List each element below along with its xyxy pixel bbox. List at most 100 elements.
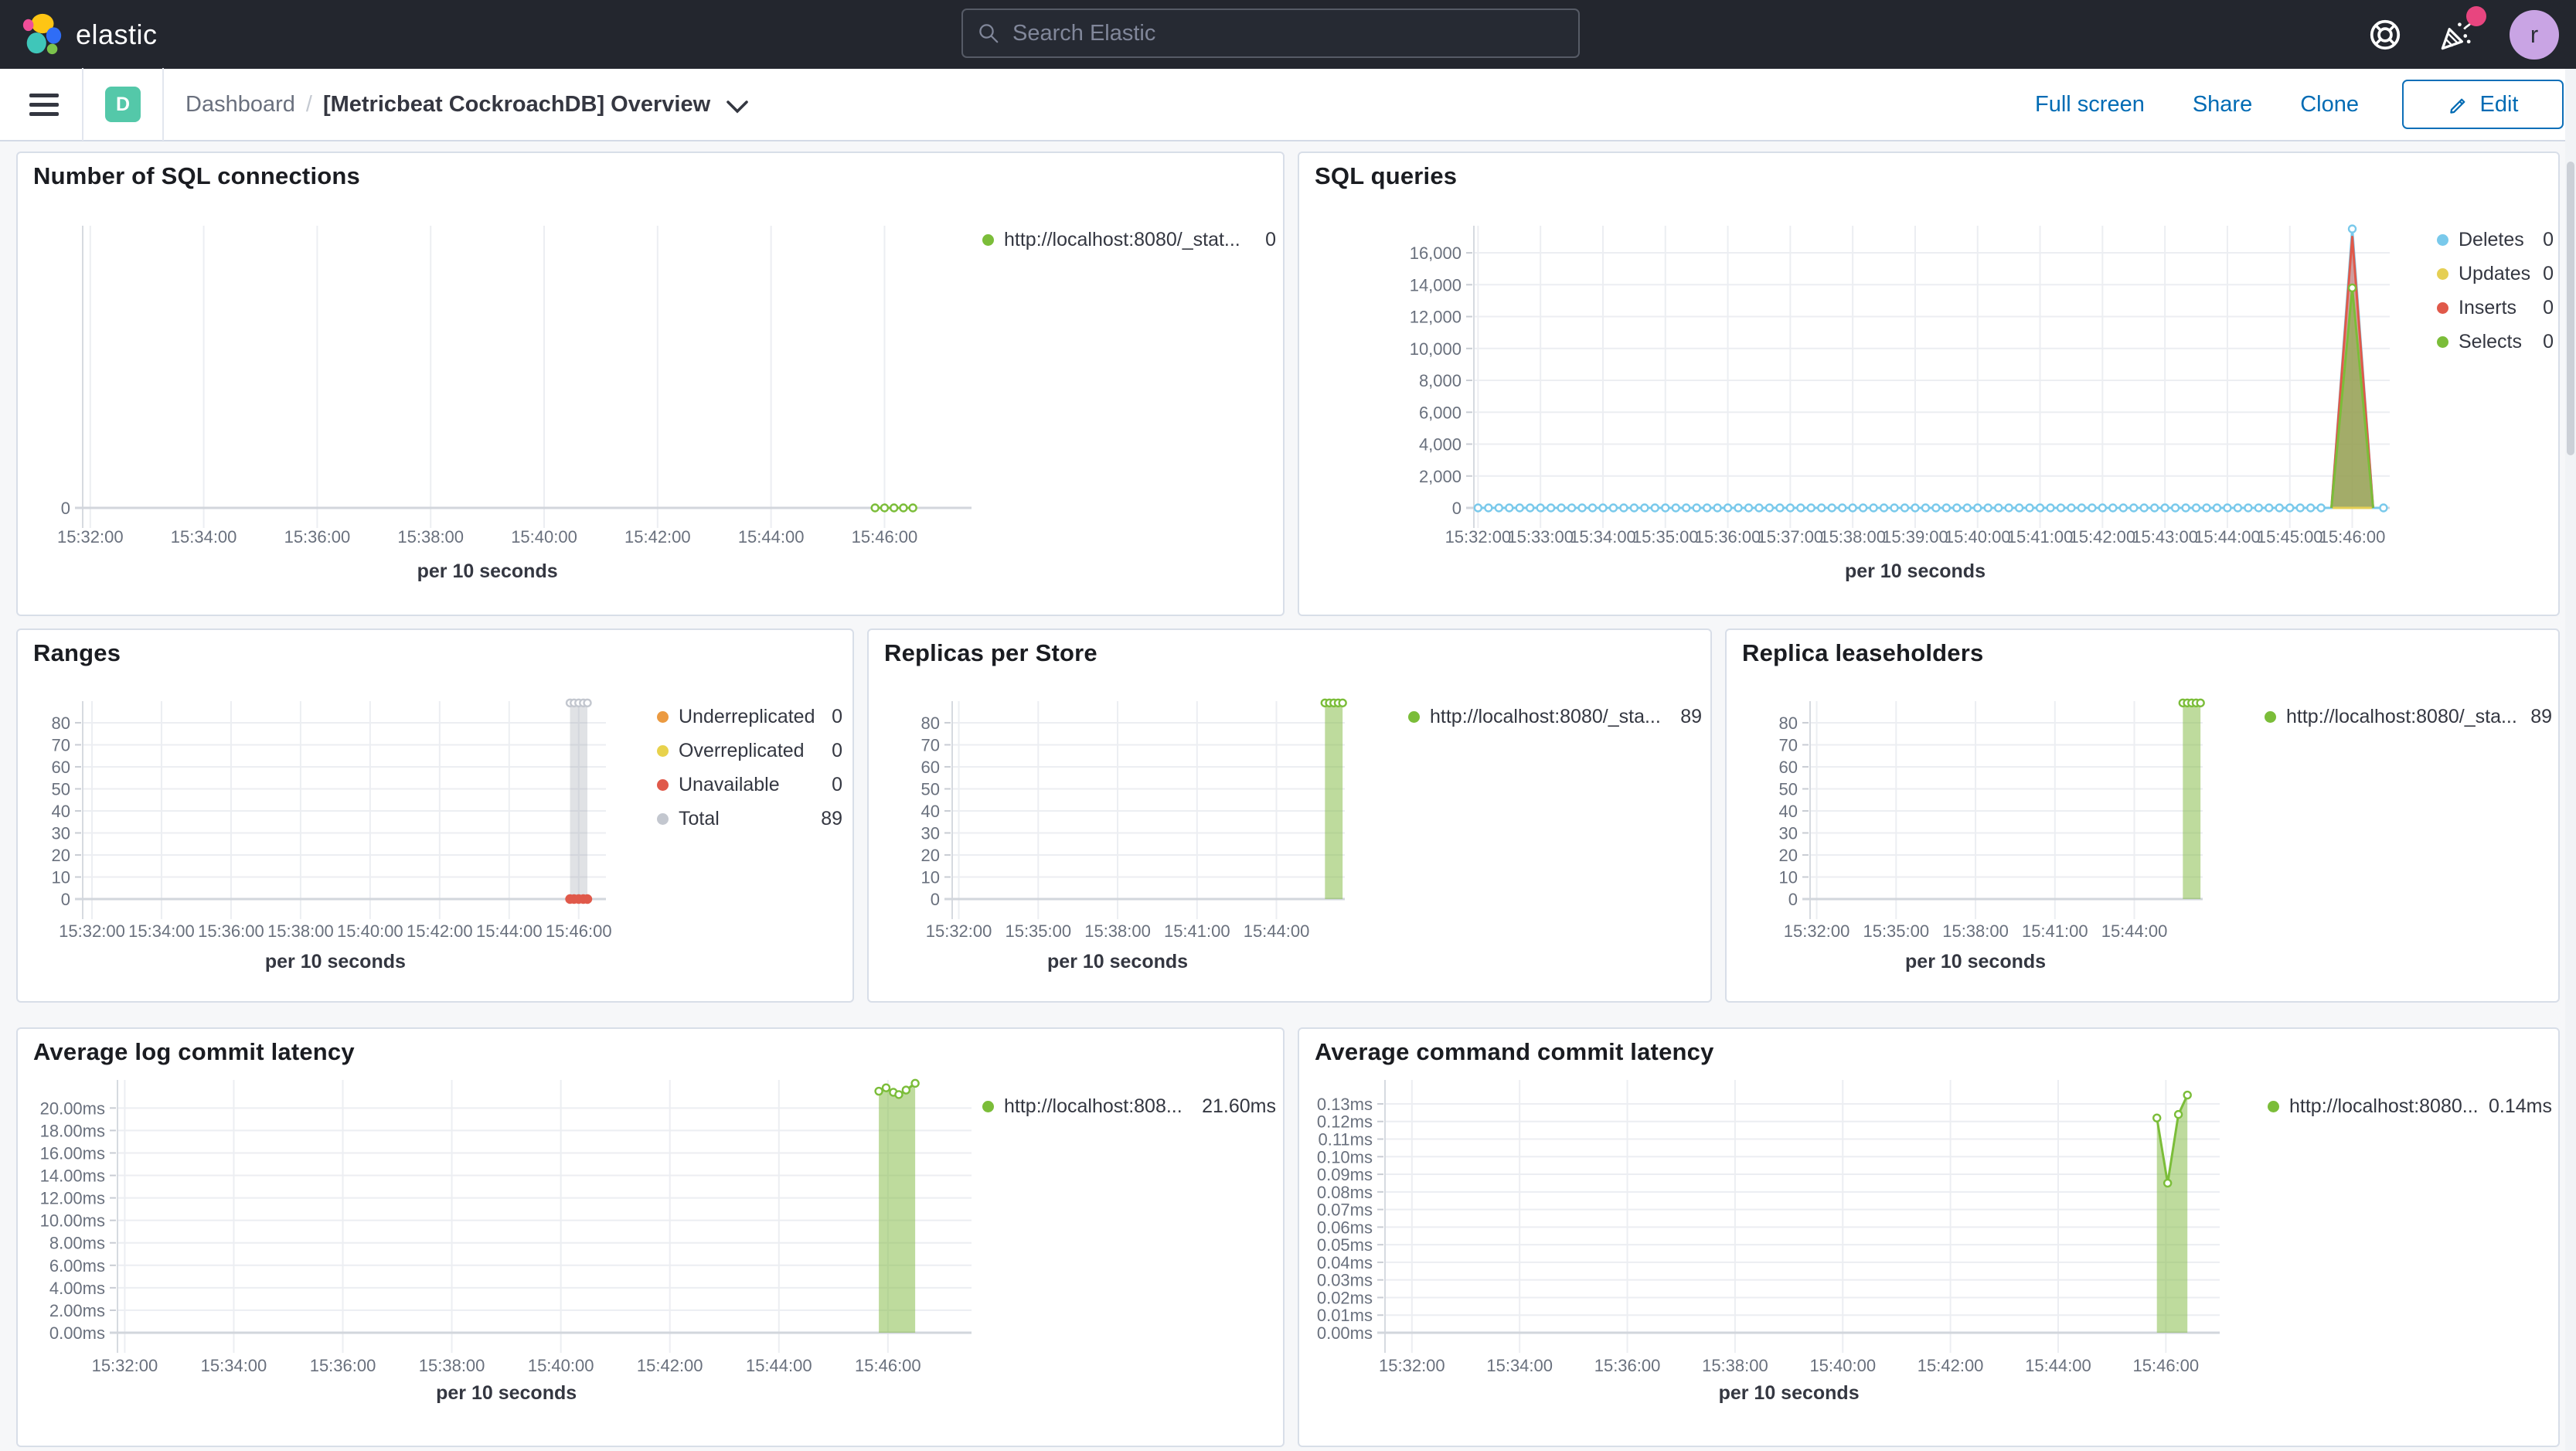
- legend-color-dot: [982, 1100, 994, 1112]
- dashboard-badge[interactable]: D: [105, 87, 141, 122]
- svg-text:15:32:00: 15:32:00: [1379, 1356, 1445, 1375]
- legend-item[interactable]: Unavailable 0: [657, 772, 842, 797]
- svg-text:0.12ms: 0.12ms: [1317, 1112, 1373, 1132]
- user-avatar[interactable]: r: [2510, 9, 2559, 60]
- elastic-logo[interactable]: elastic: [20, 12, 158, 57]
- edit-button[interactable]: Edit: [2402, 80, 2564, 129]
- svg-text:15:44:00: 15:44:00: [746, 1356, 812, 1375]
- svg-text:0.10ms: 0.10ms: [1317, 1147, 1373, 1167]
- breadcrumb-dashboard-link[interactable]: Dashboard: [185, 91, 295, 117]
- svg-text:15:34:00: 15:34:00: [1570, 527, 1636, 547]
- svg-text:0.02ms: 0.02ms: [1317, 1288, 1373, 1307]
- svg-text:15:38:00: 15:38:00: [419, 1356, 485, 1375]
- svg-text:0.07ms: 0.07ms: [1317, 1201, 1373, 1220]
- global-search[interactable]: [961, 9, 1580, 58]
- legend-value: 0: [832, 705, 842, 727]
- svg-text:15:33:00: 15:33:00: [1507, 527, 1574, 547]
- legend-item[interactable]: Total 89: [657, 806, 842, 831]
- share-button[interactable]: Share: [2188, 91, 2257, 118]
- legend-item[interactable]: http://localhost:8080/_sta... 89: [1408, 704, 1702, 729]
- legend-item[interactable]: Updates 0: [2437, 261, 2554, 286]
- scrollbar-thumb[interactable]: [2567, 162, 2574, 455]
- svg-text:15:35:00: 15:35:00: [1005, 921, 1071, 941]
- chevron-down-icon[interactable]: [726, 100, 749, 114]
- legend-item[interactable]: Underreplicated 0: [657, 704, 842, 729]
- legend-item[interactable]: http://localhost:8080/_stat... 0: [982, 227, 1276, 252]
- legend-item[interactable]: http://localhost:8080/_sta... 89: [2265, 704, 2552, 729]
- svg-text:6.00ms: 6.00ms: [49, 1256, 105, 1276]
- menu-button[interactable]: [29, 88, 60, 121]
- svg-text:15:44:00: 15:44:00: [738, 527, 805, 547]
- svg-text:15:39:00: 15:39:00: [1882, 527, 1948, 547]
- svg-text:60: 60: [921, 758, 940, 777]
- dashboard-actions: Full screen Share Clone Edit: [2030, 80, 2564, 129]
- svg-text:0.08ms: 0.08ms: [1317, 1183, 1373, 1202]
- full-screen-button[interactable]: Full screen: [2030, 91, 2149, 118]
- scrollbar[interactable]: [2565, 69, 2576, 1451]
- svg-text:15:36:00: 15:36:00: [198, 921, 264, 941]
- clone-button[interactable]: Clone: [2295, 91, 2363, 118]
- svg-text:15:38:00: 15:38:00: [1702, 1356, 1768, 1375]
- legend-item[interactable]: http://localhost:8080... 0.14ms: [2268, 1094, 2552, 1119]
- panel-title: Average log commit latency: [33, 1038, 355, 1065]
- legend-color-dot: [657, 710, 669, 723]
- panel-title: Average command commit latency: [1315, 1038, 1714, 1065]
- legend-item[interactable]: Selects 0: [2437, 329, 2554, 354]
- notification-dot: [2466, 5, 2486, 26]
- pencil-icon: [2449, 98, 2465, 114]
- legend-value: 89: [2530, 705, 2552, 727]
- svg-text:10: 10: [1779, 867, 1798, 887]
- svg-text:50: 50: [52, 779, 70, 799]
- replicas-per-store-chart[interactable]: 0 10 20 30 40 50 60 70 80 15:32:00 15:35:00 15:38:0…: [869, 630, 1713, 1004]
- avg-command-commit-latency-chart[interactable]: 0.00ms0.01ms0.02ms0.03ms0.04ms0.05ms0.06…: [1299, 1029, 2561, 1449]
- svg-text:15:46:00: 15:46:00: [855, 1356, 921, 1375]
- ranges-chart[interactable]: 0 10 20 30 40 50 60 70 80 15:32:00 15:34:00 15:36:0…: [18, 630, 856, 1004]
- svg-text:15:37:00: 15:37:00: [1758, 527, 1824, 547]
- help-button[interactable]: [2367, 17, 2403, 53]
- chart-legend: Underreplicated 0 Overreplicated 0 Unavailab…: [657, 704, 842, 840]
- svg-text:0.09ms: 0.09ms: [1317, 1165, 1373, 1184]
- svg-text:70: 70: [1779, 735, 1798, 754]
- svg-text:15:38:00: 15:38:00: [1942, 921, 2009, 941]
- sql-queries-chart[interactable]: 0 2,000 4,000 6,000 8,000 10,000 12,000 14,000 1…: [1299, 153, 2561, 618]
- svg-text:per 10 seconds: per 10 seconds: [1047, 951, 1188, 972]
- legend-label: Inserts: [2459, 296, 2517, 318]
- panel-ranges: 0 10 20 30 40 50 60 70 80 15:32:00 15:34:00 15:36:0…: [16, 628, 854, 1003]
- chart-legend: http://localhost:8080... 0.14ms: [2268, 1094, 2552, 1128]
- svg-text:60: 60: [1779, 758, 1798, 777]
- svg-text:15:34:00: 15:34:00: [1486, 1356, 1553, 1375]
- svg-text:15:35:00: 15:35:00: [1632, 527, 1699, 547]
- avg-log-commit-latency-chart[interactable]: 0.00ms 2.00ms 4.00ms 6.00ms 8.00ms 10.00ms 12.…: [18, 1029, 1286, 1449]
- svg-text:per 10 seconds: per 10 seconds: [1905, 951, 2046, 972]
- svg-text:15:36:00: 15:36:00: [1594, 1356, 1661, 1375]
- svg-text:15:34:00: 15:34:00: [171, 527, 237, 547]
- svg-text:70: 70: [921, 735, 940, 754]
- replica-leaseholders-chart[interactable]: 0 10 20 30 40 50 60 70 80 15:32:00 15:35:00 15:38:0…: [1727, 630, 2561, 1004]
- chart-legend: http://localhost:8080/_stat... 0: [982, 227, 1276, 261]
- legend-item[interactable]: Inserts 0: [2437, 295, 2554, 320]
- svg-text:0.00ms: 0.00ms: [1317, 1323, 1373, 1343]
- legend-color-dot: [2437, 336, 2448, 348]
- svg-text:per 10 seconds: per 10 seconds: [417, 560, 558, 582]
- svg-text:12.00ms: 12.00ms: [40, 1189, 105, 1208]
- divider: [162, 68, 164, 141]
- svg-text:15:40:00: 15:40:00: [1945, 527, 2011, 547]
- legend-item[interactable]: Deletes 0: [2437, 227, 2554, 252]
- legend-color-dot: [1408, 710, 1420, 723]
- search-input[interactable]: [1011, 19, 1578, 47]
- svg-text:15:38:00: 15:38:00: [267, 921, 334, 941]
- svg-text:0.11ms: 0.11ms: [1318, 1130, 1373, 1150]
- legend-item[interactable]: http://localhost:808... 21.60ms: [982, 1094, 1276, 1119]
- sql-connections-chart[interactable]: 0 15:32:00 15:34:00 15:36:00 15:38:00 15:40:0…: [18, 153, 1286, 618]
- svg-text:20.00ms: 20.00ms: [40, 1098, 105, 1118]
- svg-text:0.00ms: 0.00ms: [49, 1323, 105, 1343]
- svg-text:15:42:00: 15:42:00: [2070, 527, 2136, 547]
- legend-value: 0: [832, 773, 842, 795]
- whats-new-button[interactable]: [2437, 5, 2486, 54]
- edit-button-label: Edit: [2479, 91, 2519, 117]
- svg-text:0: 0: [1788, 890, 1798, 909]
- legend-label: http://localhost:8080...: [2289, 1095, 2479, 1117]
- legend-item[interactable]: Overreplicated 0: [657, 738, 842, 763]
- svg-text:80: 80: [1779, 714, 1798, 733]
- svg-text:0.01ms: 0.01ms: [1317, 1306, 1373, 1325]
